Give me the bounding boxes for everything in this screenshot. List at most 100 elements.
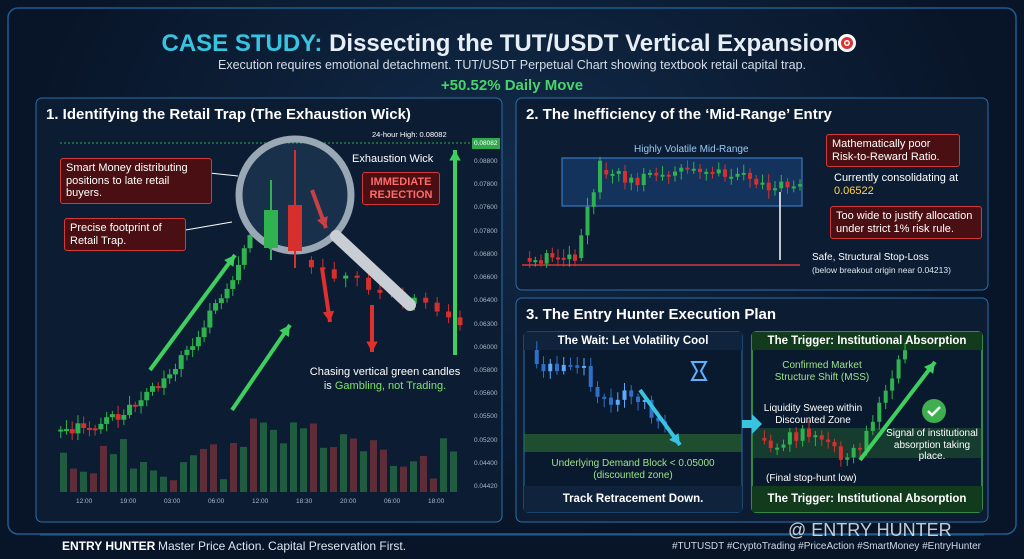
consolidating-text: Currently consolidating at bbox=[834, 172, 959, 184]
candle-body bbox=[890, 378, 895, 391]
wait-header: The Wait: Let Volatility Cool bbox=[557, 335, 709, 347]
y-axis-label: 0.06600 bbox=[474, 274, 498, 282]
panel-1-title: 1. Identifying the Retail Trap (The Exha… bbox=[46, 106, 411, 123]
candle-body bbox=[92, 428, 98, 431]
y-axis-label: 0.07800 bbox=[474, 227, 498, 235]
candle-body bbox=[741, 172, 746, 175]
candle-body bbox=[582, 365, 586, 368]
y-axis-label: 0.05200 bbox=[474, 436, 498, 444]
volume-bar bbox=[160, 476, 167, 492]
candle-body bbox=[666, 174, 671, 177]
candle-body bbox=[629, 177, 634, 183]
wait-header-bar bbox=[524, 332, 742, 350]
candle-body bbox=[527, 258, 532, 262]
red-arrow-head bbox=[322, 310, 335, 322]
volume-bar bbox=[400, 466, 407, 492]
candle-body bbox=[86, 427, 92, 430]
retrace-arrow-head bbox=[669, 433, 680, 445]
candle-body bbox=[178, 355, 184, 369]
signal-label: Signal of institutional absorption takin… bbox=[886, 428, 978, 462]
green-arrow-head bbox=[279, 325, 290, 337]
candle-body bbox=[58, 429, 64, 432]
candle-body bbox=[636, 396, 640, 402]
watermark: @ ENTRY HUNTER bbox=[788, 520, 952, 540]
candle-body bbox=[550, 253, 555, 258]
high-label: 24-hour High: 0.08082 bbox=[372, 130, 447, 139]
panel-2-title: 2. The Inefficiency of the ‘Mid-Range’ E… bbox=[526, 106, 832, 123]
candle-body bbox=[610, 173, 615, 176]
volume-bar bbox=[300, 428, 307, 492]
candle-body bbox=[826, 439, 831, 442]
volume-bar bbox=[130, 468, 137, 492]
candle-body bbox=[787, 432, 792, 445]
candle-body bbox=[115, 414, 121, 420]
candle-body bbox=[423, 297, 429, 303]
wait-footer-bar bbox=[524, 486, 742, 512]
candle-body bbox=[69, 429, 75, 434]
candle-body bbox=[641, 173, 646, 186]
candle-body bbox=[819, 435, 824, 440]
volume-bar bbox=[410, 461, 417, 492]
final-low-label: (Final stop-hunt low) bbox=[766, 473, 857, 484]
candle-body bbox=[838, 446, 843, 460]
candle-body bbox=[98, 423, 104, 430]
trigger-header-bar bbox=[752, 332, 982, 350]
volume-bar bbox=[390, 465, 397, 492]
candle-body bbox=[896, 359, 901, 379]
candle-body bbox=[434, 302, 440, 312]
candle-body bbox=[230, 280, 236, 289]
candle-body bbox=[656, 417, 661, 422]
candle-body bbox=[729, 176, 734, 179]
candle-body bbox=[685, 167, 690, 170]
hourglass bbox=[690, 361, 708, 381]
title-prefix: CASE STUDY: bbox=[161, 30, 323, 57]
exhaustion-wick: Exhaustion Wick bbox=[352, 153, 434, 165]
candle-body bbox=[609, 397, 613, 405]
price-tag bbox=[472, 138, 500, 149]
volume-bar bbox=[140, 461, 147, 492]
volume-bar bbox=[210, 444, 217, 492]
volume-bar bbox=[380, 449, 387, 492]
candle-body bbox=[883, 390, 888, 403]
candle-body bbox=[585, 206, 590, 236]
volume-bar bbox=[180, 462, 187, 492]
candle-body bbox=[660, 174, 665, 177]
consolidating-price: 0.06522 bbox=[834, 184, 874, 197]
volume-bar bbox=[150, 470, 157, 492]
y-axis-label: 0.06400 bbox=[474, 297, 498, 305]
volume-bar bbox=[290, 422, 297, 492]
footer-tagline: Master Price Action. Capital Preservatio… bbox=[158, 539, 407, 553]
y-axis-label: 0.06300 bbox=[474, 320, 498, 328]
panel-3-title: 3. The Entry Hunter Execution Plan bbox=[526, 306, 777, 323]
candle-body bbox=[568, 364, 573, 367]
candle-body bbox=[541, 364, 546, 372]
volume-bar bbox=[450, 451, 457, 492]
x-axis-label: 06:00 bbox=[208, 498, 225, 505]
green-arrow bbox=[148, 253, 237, 372]
volume-bar bbox=[330, 447, 337, 492]
candle-body bbox=[785, 181, 790, 188]
candle-body bbox=[575, 365, 580, 368]
candle-body bbox=[561, 257, 566, 260]
y-axis-label: 0.05500 bbox=[474, 413, 498, 421]
candle-body bbox=[561, 364, 566, 372]
candle-body bbox=[539, 260, 543, 264]
candle-body bbox=[81, 423, 87, 428]
candle-body bbox=[622, 390, 627, 400]
trigger-header: The Trigger: Institutional Absorption bbox=[767, 335, 967, 347]
volume-bar bbox=[220, 479, 227, 492]
x-axis-label: 03:00 bbox=[164, 498, 181, 505]
demand-block bbox=[524, 434, 742, 452]
candle-body bbox=[591, 192, 596, 207]
y-axis-label: 0.06000 bbox=[474, 343, 498, 351]
candle-body bbox=[813, 435, 818, 438]
footer-hashtags[interactable]: #TUTUSDT #CryptoTrading #PriceAction #Sm… bbox=[672, 541, 982, 552]
candle-body bbox=[691, 168, 696, 171]
volume-bar bbox=[240, 446, 247, 492]
subtitle: Execution requires emotional detachment.… bbox=[217, 58, 807, 72]
x-axis-label: 12:00 bbox=[252, 498, 269, 505]
decorative-charts bbox=[58, 150, 937, 492]
x-axis-label: 19:00 bbox=[120, 498, 137, 505]
candle-body bbox=[807, 428, 811, 437]
y-axis-label: 0.04400 bbox=[474, 459, 498, 467]
